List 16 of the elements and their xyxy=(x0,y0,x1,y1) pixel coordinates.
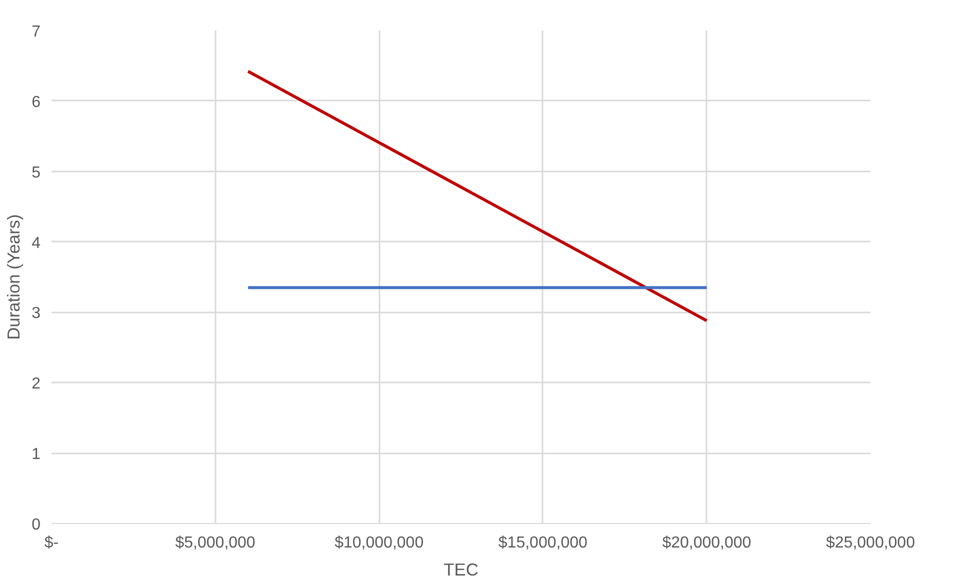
x-axis-title: TEC xyxy=(444,560,478,580)
y-tick-label: 2 xyxy=(32,376,41,393)
y-tick-label: 3 xyxy=(32,305,41,322)
x-tick-label: $20,000,000 xyxy=(662,534,752,552)
x-tick-label: $10,000,000 xyxy=(334,534,424,552)
x-tick-label: $15,000,000 xyxy=(498,534,588,552)
x-tick-label: $- xyxy=(44,534,59,552)
y-tick-label: 5 xyxy=(32,164,41,182)
x-tick-label: $25,000,000 xyxy=(826,534,916,552)
y-axis-title: Duration (Years) xyxy=(4,214,24,340)
y-tick-label: 0 xyxy=(32,516,41,534)
y-tick-label: 4 xyxy=(32,234,41,252)
x-tick-label: $5,000,000 xyxy=(175,534,256,552)
y-tick-label: 7 xyxy=(32,24,41,40)
y-tick-label: 1 xyxy=(32,446,41,464)
y-tick-label: 6 xyxy=(32,94,41,111)
